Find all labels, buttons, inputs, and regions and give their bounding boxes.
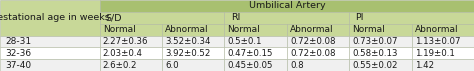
- Text: 2.03±0.4: 2.03±0.4: [103, 49, 143, 58]
- Bar: [100, 36, 162, 47]
- Text: Abnormal: Abnormal: [415, 25, 458, 34]
- Bar: [224, 59, 287, 71]
- Bar: [100, 12, 224, 24]
- Text: 0.47±0.15: 0.47±0.15: [228, 49, 273, 58]
- Text: 0.72±0.08: 0.72±0.08: [290, 37, 336, 46]
- Bar: [100, 24, 162, 36]
- Bar: [287, 24, 349, 36]
- Text: 32-36: 32-36: [5, 49, 31, 58]
- Text: Abnormal: Abnormal: [290, 25, 334, 34]
- Text: 2.27±0.36: 2.27±0.36: [103, 37, 148, 46]
- Text: 3.92±0.52: 3.92±0.52: [165, 49, 210, 58]
- Text: Normal: Normal: [103, 25, 136, 34]
- Text: 28-31: 28-31: [5, 37, 31, 46]
- Bar: [224, 24, 287, 36]
- Bar: [287, 59, 349, 71]
- Bar: [224, 12, 349, 24]
- Text: 0.58±0.13: 0.58±0.13: [352, 49, 398, 58]
- Text: PI: PI: [356, 13, 364, 22]
- Text: 1.19±0.1: 1.19±0.1: [415, 49, 455, 58]
- Text: Umbilical Artery: Umbilical Artery: [248, 1, 325, 10]
- Bar: [287, 47, 349, 59]
- Bar: [162, 47, 224, 59]
- Bar: [349, 47, 412, 59]
- Bar: [412, 47, 474, 59]
- Bar: [100, 59, 162, 71]
- Bar: [100, 47, 162, 59]
- Bar: [349, 59, 412, 71]
- Text: 0.73±0.07: 0.73±0.07: [352, 37, 398, 46]
- Text: 0.55±0.02: 0.55±0.02: [352, 61, 398, 70]
- Text: RI: RI: [231, 13, 240, 22]
- Text: Abnormal: Abnormal: [165, 25, 209, 34]
- Bar: [0, 0, 100, 36]
- Bar: [224, 47, 287, 59]
- Text: S/D: S/D: [106, 13, 122, 22]
- Text: 1.42: 1.42: [415, 61, 434, 70]
- Text: Normal: Normal: [228, 25, 260, 34]
- Bar: [162, 24, 224, 36]
- Bar: [162, 36, 224, 47]
- Text: 0.8: 0.8: [290, 61, 303, 70]
- Text: Normal: Normal: [352, 25, 385, 34]
- Bar: [412, 59, 474, 71]
- Text: 0.5±0.1: 0.5±0.1: [228, 37, 262, 46]
- Bar: [0, 59, 100, 71]
- Bar: [412, 24, 474, 36]
- Bar: [100, 0, 474, 12]
- Text: 6.0: 6.0: [165, 61, 179, 70]
- Text: 2.6±0.2: 2.6±0.2: [103, 61, 137, 70]
- Text: 3.52±0.34: 3.52±0.34: [165, 37, 210, 46]
- Bar: [162, 59, 224, 71]
- Bar: [349, 36, 412, 47]
- Bar: [224, 36, 287, 47]
- Bar: [0, 36, 100, 47]
- Bar: [287, 36, 349, 47]
- Bar: [412, 36, 474, 47]
- Bar: [349, 12, 474, 24]
- Text: 0.72±0.08: 0.72±0.08: [290, 49, 336, 58]
- Text: 0.45±0.05: 0.45±0.05: [228, 61, 273, 70]
- Bar: [0, 47, 100, 59]
- Text: 37-40: 37-40: [5, 61, 31, 70]
- Text: 1.13±0.07: 1.13±0.07: [415, 37, 460, 46]
- Text: Gestational age in weeks: Gestational age in weeks: [0, 13, 109, 22]
- Bar: [349, 24, 412, 36]
